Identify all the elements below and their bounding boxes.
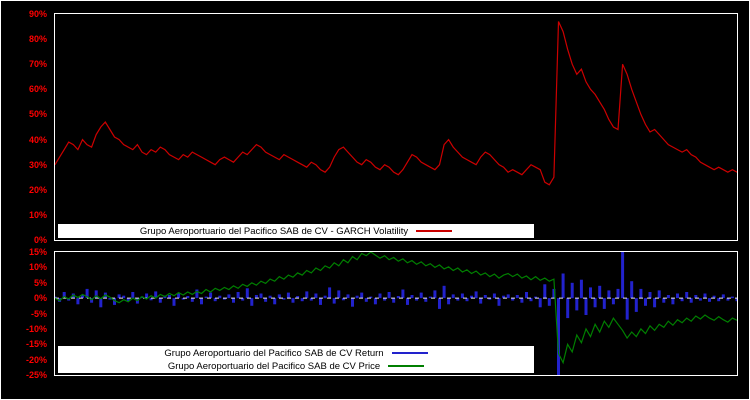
return-price-chart	[55, 252, 737, 375]
return-legend-line	[391, 352, 428, 354]
y-tick-label: -10%	[25, 323, 47, 334]
garch-volatility-chart	[55, 21, 737, 186]
volatility-panel: 90% 80% 70% 60% 50% 40% 30% 20% 10% 0% Grupo Aero…	[29, 9, 738, 245]
y-tick-label: 5%	[33, 277, 47, 288]
y-tick-label: 50%	[28, 109, 47, 120]
volatility-y-axis: 90% 80% 70% 60% 50% 40% 30% 20% 10% 0%	[5, 9, 51, 245]
y-tick-label: 70%	[28, 59, 47, 70]
volatility-legend-label: Grupo Aeroportuario del Pacifico SAB de …	[139, 225, 409, 237]
y-tick-label: 40%	[28, 134, 47, 145]
y-tick-label: 80%	[28, 34, 47, 45]
y-tick-label: 0%	[33, 293, 47, 304]
y-tick-label: -25%	[25, 370, 47, 380]
return-price-panel: 15% 10% 5% 0% -5% -10% -15% -20% -25% Grupo Aero…	[26, 247, 738, 380]
return-legend-label: Grupo Aeroportuario del Pacifico SAB de …	[164, 347, 384, 359]
y-tick-label: 10%	[28, 262, 47, 273]
price-legend-label: Grupo Aeroportuario del Pacifico SAB de …	[167, 360, 381, 372]
volatility-legend: Grupo Aeroportuario del Pacifico SAB de …	[58, 224, 534, 238]
return-price-legend: Grupo Aeroportuario del Pacifico SAB de …	[58, 346, 534, 373]
y-tick-label: 60%	[28, 84, 47, 95]
y-tick-label: -15%	[25, 339, 47, 350]
y-tick-label: -5%	[30, 308, 47, 319]
volatility-legend-line	[416, 230, 453, 232]
price-legend-line	[388, 365, 425, 367]
y-tick-label: 0%	[33, 235, 47, 245]
y-tick-label: 90%	[28, 9, 47, 19]
y-tick-label: 20%	[28, 184, 47, 195]
y-tick-label: -20%	[25, 354, 47, 365]
y-tick-label: 30%	[28, 159, 47, 170]
y-tick-label: 10%	[28, 209, 47, 220]
return-price-y-axis: 15% 10% 5% 0% -5% -10% -15% -20% -25%	[5, 247, 51, 380]
y-tick-label: 15%	[28, 247, 47, 257]
